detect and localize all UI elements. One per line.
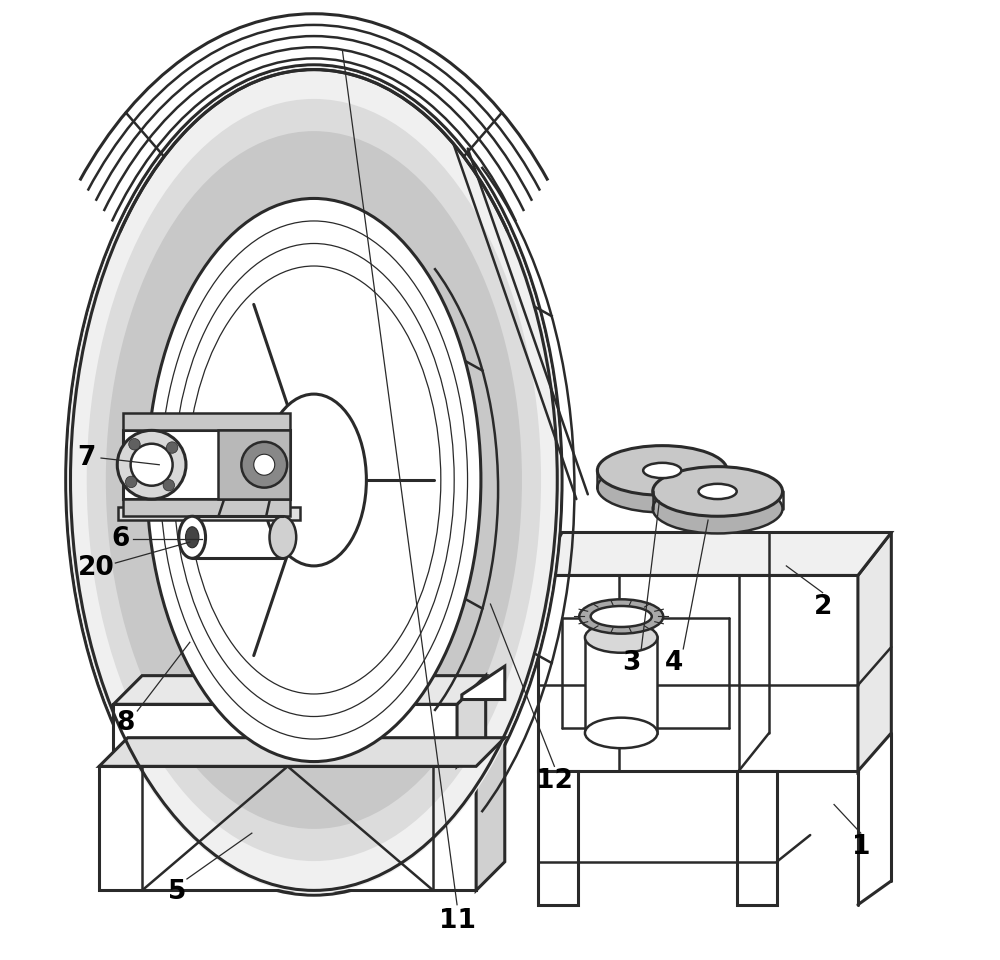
Ellipse shape [163, 479, 175, 491]
Bar [585, 637, 657, 732]
Text: 2: 2 [813, 594, 832, 620]
Polygon shape [123, 430, 290, 499]
Text: 1: 1 [852, 834, 870, 860]
Polygon shape [99, 766, 476, 891]
Polygon shape [538, 533, 891, 575]
Polygon shape [462, 666, 505, 700]
Ellipse shape [643, 463, 681, 478]
Ellipse shape [68, 67, 560, 893]
Ellipse shape [270, 516, 296, 559]
Polygon shape [123, 413, 290, 430]
Ellipse shape [254, 454, 275, 475]
Ellipse shape [117, 430, 186, 499]
Ellipse shape [125, 476, 137, 488]
Text: 5: 5 [168, 879, 187, 905]
Ellipse shape [66, 65, 562, 895]
Polygon shape [457, 676, 486, 766]
Ellipse shape [597, 463, 727, 513]
Polygon shape [99, 737, 505, 766]
Text: 4: 4 [665, 650, 683, 676]
Ellipse shape [585, 718, 657, 748]
Ellipse shape [591, 606, 652, 627]
Text: 20: 20 [78, 555, 115, 581]
Text: 6: 6 [111, 526, 129, 552]
Ellipse shape [653, 484, 783, 534]
Ellipse shape [166, 442, 178, 453]
Polygon shape [290, 552, 409, 575]
Ellipse shape [179, 516, 206, 559]
Polygon shape [113, 676, 486, 705]
Polygon shape [737, 771, 777, 904]
Ellipse shape [129, 439, 140, 450]
Ellipse shape [699, 484, 737, 499]
Polygon shape [113, 705, 457, 766]
Ellipse shape [87, 99, 541, 861]
Ellipse shape [241, 442, 287, 488]
Ellipse shape [653, 467, 783, 516]
Text: 7: 7 [78, 445, 96, 471]
Ellipse shape [106, 132, 522, 828]
Polygon shape [858, 533, 891, 771]
Text: 12: 12 [536, 768, 573, 794]
Polygon shape [123, 499, 290, 516]
Polygon shape [290, 575, 385, 705]
Ellipse shape [597, 445, 727, 495]
Ellipse shape [131, 444, 173, 486]
Polygon shape [118, 507, 300, 520]
Polygon shape [385, 552, 409, 705]
Polygon shape [538, 575, 858, 771]
Ellipse shape [186, 527, 199, 548]
Polygon shape [218, 430, 290, 499]
Text: 8: 8 [117, 710, 135, 736]
Ellipse shape [579, 599, 663, 634]
Ellipse shape [585, 622, 657, 653]
Polygon shape [538, 771, 578, 904]
Ellipse shape [261, 395, 366, 565]
Text: 3: 3 [623, 650, 641, 676]
Polygon shape [476, 737, 505, 891]
Ellipse shape [147, 199, 481, 761]
Text: 11: 11 [439, 908, 476, 934]
